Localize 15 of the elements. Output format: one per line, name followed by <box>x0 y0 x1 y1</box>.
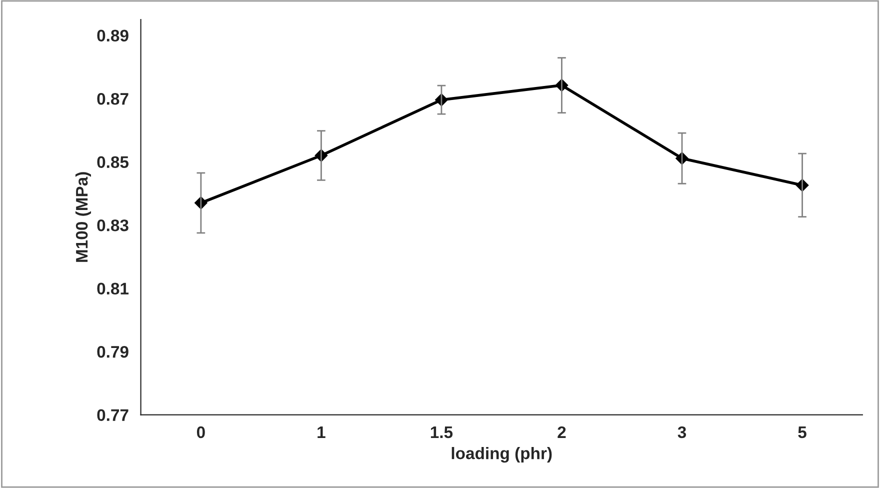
x-tick-label: 3 <box>678 426 686 438</box>
y-axis-title: M100 (MPa) <box>75 172 92 262</box>
y-tick-label: 0.83 <box>97 219 128 232</box>
y-tick-label: 0.77 <box>97 409 128 422</box>
x-axis-title: loading (phr) <box>452 447 552 463</box>
y-tick-label: 0.85 <box>97 156 129 168</box>
x-tick-label: 0 <box>196 426 205 438</box>
x-tick-label: 1.5 <box>430 426 453 438</box>
x-tick-label: 2 <box>558 426 566 438</box>
y-tick-label: 0.79 <box>97 346 128 358</box>
x-tick-label: 5 <box>798 426 806 438</box>
x-tick-label: 1 <box>318 426 326 438</box>
y-tick-label: 0.81 <box>97 282 129 295</box>
y-tick-label: 0.89 <box>97 30 128 42</box>
y-tick-label: 0.87 <box>97 92 128 105</box>
